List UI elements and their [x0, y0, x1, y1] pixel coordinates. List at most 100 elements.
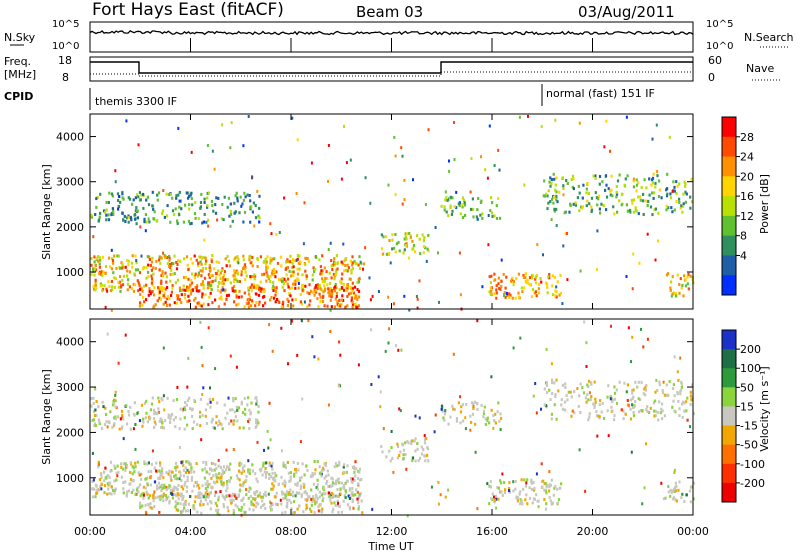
echo-cell: [184, 296, 187, 300]
echo-cell: [264, 301, 267, 305]
echo-cell: [654, 414, 657, 418]
echo-cell: [111, 285, 114, 289]
echo-cell: [661, 402, 664, 406]
echo-cell: [148, 290, 151, 293]
echo-cell: [151, 204, 154, 208]
echo-cell: [293, 500, 296, 504]
echo-cell: [125, 216, 129, 220]
echo-cell: [196, 301, 199, 305]
echo-cell: [140, 477, 143, 481]
echo-cell: [97, 219, 100, 223]
echo-cell: [249, 261, 252, 265]
echo-cell: [238, 489, 241, 493]
echo-cell: [539, 277, 542, 280]
echo-cell: [226, 294, 229, 298]
echo-cell: [273, 296, 276, 300]
echo-cell: [495, 204, 498, 208]
echo-cell: [309, 289, 313, 293]
echo-cell: [488, 275, 491, 279]
echo-cell: [271, 257, 274, 261]
echo-cell: [208, 295, 211, 299]
echo-cell: [392, 302, 395, 306]
echo-cell: [532, 480, 535, 484]
echo-cell: [139, 506, 142, 510]
echo-cell: [685, 400, 688, 404]
echo-cell: [193, 470, 196, 474]
echo-cell: [187, 294, 190, 298]
echo-cell: [611, 398, 614, 402]
echo-cell: [517, 291, 520, 295]
echo-cell: [523, 183, 526, 187]
echo-cell: [403, 294, 406, 298]
echo-cell: [161, 471, 164, 475]
echo-cell: [344, 305, 347, 309]
echo-cell: [327, 403, 330, 407]
echo-cell: [191, 427, 194, 431]
echo-cell: [351, 500, 354, 504]
echo-cell: [151, 279, 154, 283]
echo-cell: [450, 213, 453, 216]
echo-cell: [314, 285, 317, 289]
echo-cell: [281, 305, 285, 309]
echo-cell: [683, 274, 686, 278]
echo-cell: [184, 501, 187, 505]
echo-cell: [291, 266, 294, 269]
echo-cell: [228, 214, 231, 218]
echo-cell: [117, 198, 120, 202]
echo-cell: [95, 400, 98, 403]
echo-cell: [97, 255, 100, 258]
echo-cell: [411, 456, 415, 460]
echo-cell: [534, 290, 538, 294]
echo-cell: [490, 375, 493, 379]
echo-cell: [395, 344, 397, 348]
echo-cell: [282, 461, 285, 465]
echo-cell: [117, 285, 120, 289]
echo-cell: [643, 178, 646, 182]
echo-cell: [221, 494, 224, 498]
echo-cell: [204, 491, 207, 495]
echo-cell: [249, 275, 252, 278]
echo-cell: [635, 385, 639, 389]
echo-cell: [268, 401, 271, 405]
echo-cell: [92, 285, 95, 289]
echo-cell: [108, 191, 111, 195]
echo-cell: [313, 355, 316, 359]
echo-cell: [287, 492, 290, 496]
echo-cell: [139, 301, 142, 305]
echo-cell: [127, 214, 130, 218]
echo-cell: [147, 217, 150, 221]
echo-cell: [330, 286, 333, 290]
echo-cell: [654, 399, 657, 403]
echo-cell: [253, 273, 256, 277]
echo-cell: [522, 275, 526, 279]
echo-cell: [165, 485, 168, 489]
echo-cell: [517, 272, 521, 276]
echo-cell: [674, 481, 677, 485]
echo-cell: [251, 502, 254, 506]
echo-cell: [602, 204, 605, 207]
echo-cell: [491, 214, 494, 218]
echo-cell: [116, 254, 119, 258]
echo-cell: [515, 496, 518, 500]
echo-cell: [145, 511, 148, 515]
echo-cell: [593, 403, 596, 407]
echo-cell: [562, 244, 565, 248]
echo-cell: [533, 497, 536, 501]
echo-cell: [107, 474, 110, 477]
echo-cell: [169, 421, 172, 424]
echo-cell: [152, 499, 155, 503]
echo-cell: [286, 498, 289, 502]
echo-cell: [357, 482, 360, 486]
echo-cell: [147, 415, 151, 419]
echo-cell: [611, 194, 614, 198]
echo-cell: [108, 421, 111, 425]
echo-cell: [203, 197, 206, 201]
echo-cell: [670, 294, 673, 298]
echo-cell: [288, 287, 291, 291]
echo-cell: [186, 468, 189, 472]
echo-cell: [151, 277, 154, 281]
echo-cell: [148, 505, 151, 509]
echo-cell: [346, 269, 349, 273]
echo-cell: [330, 495, 333, 499]
echo-cell: [675, 484, 678, 488]
